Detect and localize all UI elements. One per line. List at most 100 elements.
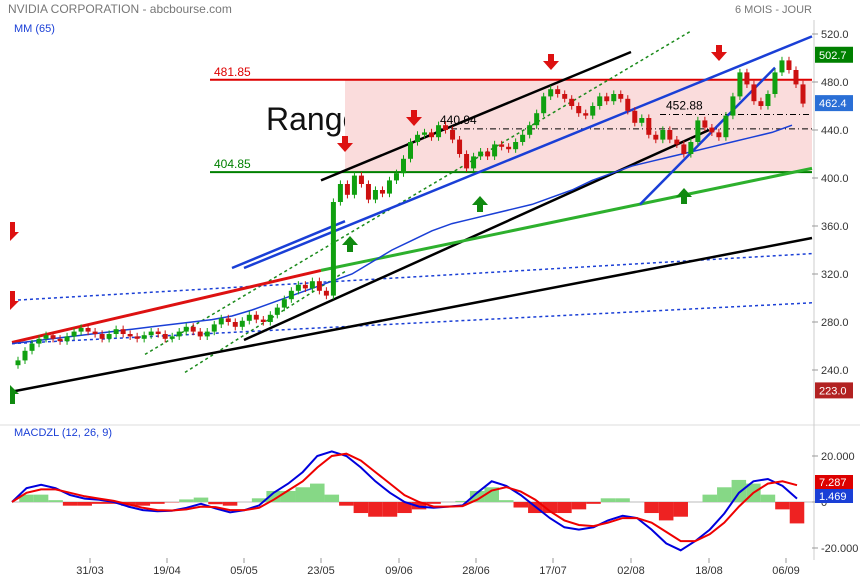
candle-body — [225, 318, 231, 322]
candle-body — [358, 175, 364, 184]
candle-body — [351, 175, 357, 195]
x-tick-label: 17/07 — [539, 565, 567, 577]
y-tick-label: 280.0 — [821, 317, 849, 329]
candle-body — [765, 94, 771, 106]
macd-histogram-bar — [557, 502, 572, 514]
candle-body — [422, 132, 428, 135]
price-badge-label: 502.7 — [819, 50, 847, 62]
candle-body — [583, 113, 589, 116]
macd-histogram-bar — [19, 494, 34, 502]
macd-histogram-bar — [193, 497, 209, 502]
x-tick-label: 28/06 — [462, 565, 490, 577]
candle-body — [267, 314, 273, 322]
sell-arrow-icon — [711, 45, 727, 61]
candle-body — [625, 98, 631, 111]
candle-body — [22, 350, 28, 361]
candle-body — [295, 284, 301, 291]
trend-line — [231, 220, 346, 270]
candle-body — [436, 125, 442, 138]
candle-body — [744, 72, 750, 85]
x-tick-label: 05/05 — [230, 565, 258, 577]
y-tick-label: 320.0 — [821, 269, 849, 281]
candle-body — [50, 335, 56, 339]
candle-body — [302, 284, 308, 289]
candle-body — [162, 334, 168, 339]
candle-body — [513, 142, 519, 150]
candle-body — [590, 106, 596, 116]
moving-average-label: MM (65) — [14, 23, 55, 35]
price-badge-label: 223.0 — [819, 385, 847, 397]
candle-body — [408, 142, 413, 159]
macd-histogram-bar — [266, 490, 281, 502]
buy-arrow-icon — [676, 188, 692, 204]
trend-line — [320, 166, 813, 272]
macd-histogram-bar — [426, 502, 441, 504]
macd-histogram-bar — [251, 498, 267, 502]
macd-histogram-bar — [295, 487, 311, 502]
candle-body — [379, 190, 385, 194]
candle-body — [15, 360, 21, 366]
level-label: 452.88 — [666, 99, 703, 113]
macd-histogram-bar — [513, 502, 529, 508]
price-badge — [815, 95, 853, 112]
candle-body — [632, 110, 638, 123]
candle-body — [674, 139, 680, 145]
candle-body — [786, 60, 792, 70]
macd-badge — [815, 489, 853, 503]
candle-body — [309, 281, 315, 289]
candle-body — [183, 326, 189, 332]
y-tick-label: 480.0 — [821, 77, 849, 89]
y-tick-label: 520.0 — [821, 29, 849, 41]
candle-body — [127, 334, 133, 337]
macd-histogram-bar — [775, 502, 790, 510]
candle-body — [190, 326, 196, 332]
x-tick-label: 18/08 — [695, 565, 723, 577]
candle-body — [337, 184, 343, 202]
candle-body — [527, 125, 533, 135]
candle-body — [155, 331, 161, 334]
y-tick-label: 240.0 — [821, 365, 849, 377]
candle-body — [64, 336, 70, 342]
macd-histogram-bar — [586, 502, 601, 504]
candle-body — [176, 331, 182, 337]
candle-body — [29, 343, 35, 351]
x-tick-label: 23/05 — [307, 565, 335, 577]
chart-plot-area: 481.85 404.85 440.94 452.88 520.0 480.0 440.0 4… — [0, 20, 860, 577]
candle-body — [618, 94, 624, 99]
candle-body — [239, 320, 245, 327]
buy-arrow-icon — [342, 236, 358, 252]
range-box — [345, 79, 812, 173]
macd-histogram-bar — [382, 502, 398, 517]
candle-body — [695, 120, 701, 142]
macd-histogram-bar — [33, 494, 49, 502]
candle-body — [204, 331, 210, 337]
candle-body — [569, 98, 575, 106]
candle-body — [365, 184, 371, 200]
candle-body — [779, 60, 785, 73]
macd-badge — [815, 475, 853, 489]
candle-body — [288, 290, 294, 300]
candle-body — [646, 118, 652, 135]
macd-histogram-bar — [397, 502, 412, 514]
candle-body — [169, 336, 175, 339]
candle-body — [43, 335, 49, 339]
macd-histogram-bar — [77, 502, 92, 506]
trend-line — [11, 236, 813, 393]
candle-body — [716, 132, 722, 138]
candle-body — [106, 334, 112, 339]
macd-histogram-bar — [135, 502, 151, 506]
sell-arrow-icon — [543, 54, 559, 70]
macd-histogram-bar — [339, 502, 354, 506]
candle-body — [78, 328, 84, 332]
trend-line — [243, 35, 813, 270]
candle-body — [197, 331, 203, 337]
candle-body — [688, 142, 694, 154]
macd-histogram-bar — [600, 498, 616, 502]
candle-body — [120, 329, 126, 334]
candle-body — [681, 144, 687, 154]
candle-body — [555, 89, 561, 94]
candle-body — [253, 314, 259, 320]
trend-extension — [11, 252, 813, 302]
macd-histogram-bar — [789, 502, 805, 524]
